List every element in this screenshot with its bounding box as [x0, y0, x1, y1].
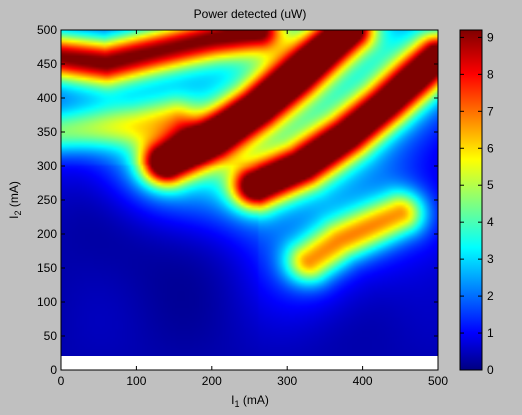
y-tick-label: 500: [37, 23, 57, 37]
y-tick-label: 300: [37, 159, 57, 173]
y-axis-label: I2 (mA): [7, 181, 23, 219]
y-tick-label: 150: [37, 261, 57, 275]
plot-area: [60, 29, 439, 371]
colorbar-gradient: [459, 29, 483, 371]
x-tick-label: 100: [126, 374, 146, 388]
y-tick-label: 350: [37, 125, 57, 139]
colorbar-tick-label: 1: [487, 326, 494, 340]
no-data-band: [61, 356, 438, 370]
y-tick-label: 200: [37, 227, 57, 241]
chart-title: Power detected (uW): [194, 7, 307, 21]
x-axis-label: I1 (mA): [231, 393, 269, 409]
colorbar-tick-label: 4: [487, 215, 494, 229]
colorbar-tick-label: 9: [487, 30, 494, 44]
x-tick-label: 400: [353, 374, 373, 388]
colorbar-tick-label: 6: [487, 141, 494, 155]
x-tick-label: 200: [202, 374, 222, 388]
x-axis: 0 100 200 300 400 500: [58, 30, 448, 388]
y-tick-label: 450: [37, 57, 57, 71]
heatmap-image: [61, 30, 438, 370]
colorbar-tick-label: 8: [487, 67, 494, 81]
x-tick-label: 300: [277, 374, 297, 388]
colorbar: 0 1 2 3 4 5 6 7 8 9: [459, 29, 494, 377]
y-tick-label: 400: [37, 91, 57, 105]
x-tick-label: 0: [58, 374, 65, 388]
y-tick-label: 50: [44, 329, 58, 343]
colorbar-tick-label: 3: [487, 252, 494, 266]
y-tick-label: 250: [37, 193, 57, 207]
y-tick-label: 100: [37, 295, 57, 309]
colorbar-ticks: 0 1 2 3 4 5 6 7 8 9: [460, 30, 494, 377]
y-tick-label: 0: [50, 363, 57, 377]
colorbar-tick-label: 0: [487, 363, 494, 377]
colorbar-tick-label: 5: [487, 178, 494, 192]
colorbar-tick-label: 2: [487, 289, 494, 303]
x-tick-label: 500: [428, 374, 448, 388]
colorbar-tick-label: 7: [487, 104, 494, 118]
y-axis: 0 50 100 150 200 250 300 350 400 450 500: [37, 23, 438, 377]
